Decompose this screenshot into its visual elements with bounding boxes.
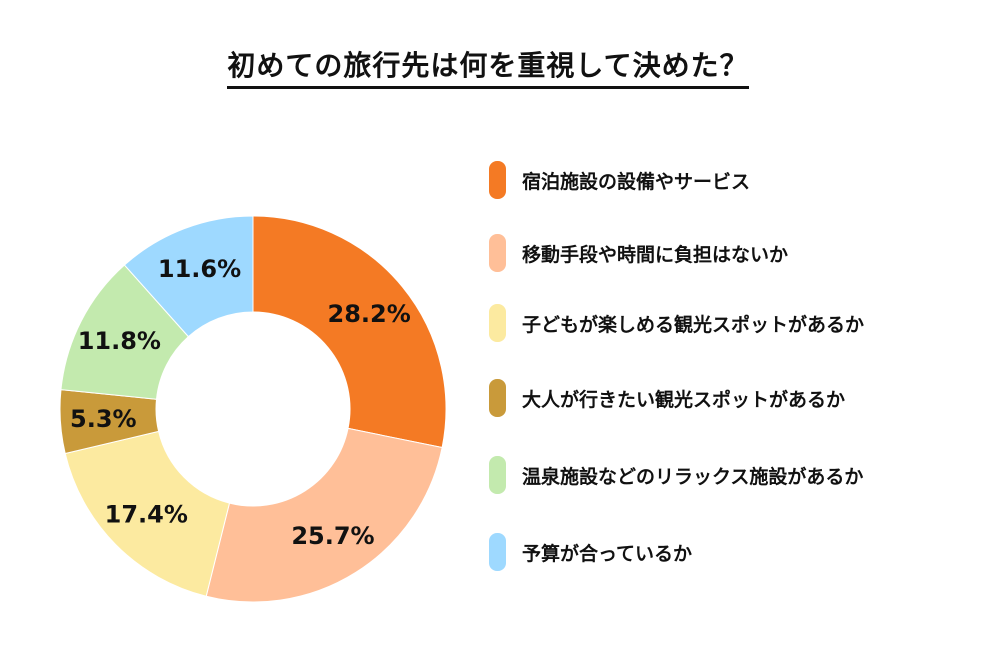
legend-swatch bbox=[489, 533, 506, 571]
legend-item-1: 移動手段や時間に負担はないか bbox=[489, 233, 788, 273]
legend-item-0: 宿泊施設の設備やサービス bbox=[489, 160, 750, 200]
legend-label: 子どもが楽しめる観光スポットがあるか bbox=[522, 313, 865, 336]
chart-title: 初めての旅行先は何を重視して決めた？ bbox=[0, 44, 976, 89]
donut-slice-5 bbox=[123, 215, 254, 338]
legend-label: 大人が行きたい観光スポットがあるか bbox=[522, 388, 846, 411]
donut-slice-2 bbox=[64, 430, 231, 597]
legend-label: 宿泊施設の設備やサービス bbox=[522, 170, 751, 193]
legend-label: 温泉施設などのリラックス施設があるか bbox=[522, 465, 864, 488]
legend-swatch bbox=[489, 304, 506, 342]
donut-slice-0 bbox=[252, 215, 447, 449]
data-label-5: 11.6% bbox=[158, 255, 241, 283]
legend-swatch bbox=[489, 456, 506, 494]
legend-swatch bbox=[489, 234, 506, 272]
legend-swatch bbox=[489, 379, 506, 417]
data-label-0: 28.2% bbox=[328, 300, 411, 328]
legend-item-3: 大人が行きたい観光スポットがあるか bbox=[489, 378, 845, 418]
legend-label: 予算が合っているか bbox=[522, 542, 693, 565]
data-label-1: 25.7% bbox=[291, 522, 374, 550]
legend-item-2: 子どもが楽しめる観光スポットがあるか bbox=[489, 303, 864, 343]
legend-item-4: 温泉施設などのリラックス施設があるか bbox=[489, 455, 863, 495]
donut-slice-1 bbox=[205, 427, 443, 603]
chart-title-text: 初めての旅行先は何を重視して決めた？ bbox=[227, 49, 749, 89]
legend-swatch bbox=[489, 161, 506, 199]
data-label-2: 17.4% bbox=[105, 500, 188, 528]
legend-label: 移動手段や時間に負担はないか bbox=[522, 243, 789, 266]
legend-item-5: 予算が合っているか bbox=[489, 532, 692, 572]
data-label-3: 5.3% bbox=[70, 405, 137, 433]
data-label-4: 11.8% bbox=[78, 327, 161, 355]
